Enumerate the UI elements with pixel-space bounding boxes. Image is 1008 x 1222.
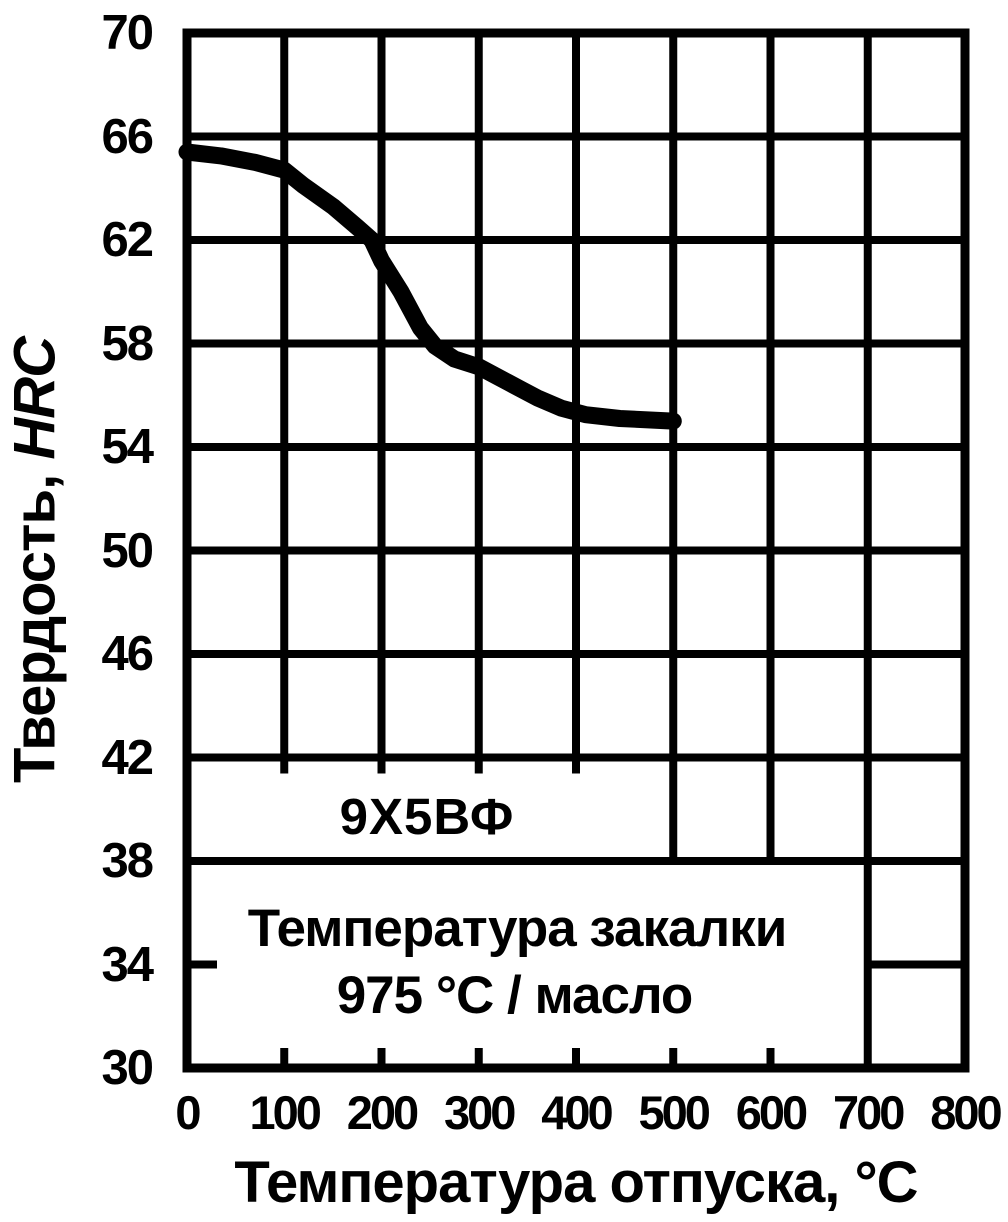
y-tick-label: 58 [101, 316, 154, 371]
y-tick-label: 42 [101, 730, 154, 785]
y-tick-label: 66 [101, 109, 154, 164]
x-tick-label: 0 [175, 1086, 201, 1139]
series-curves [178, 143, 682, 430]
x-tick-label: 400 [541, 1086, 613, 1139]
quench-note-line1: Температура закалки [247, 899, 788, 958]
y-tick-label: 34 [101, 937, 154, 992]
x-tick-label: 300 [444, 1086, 516, 1139]
plot-border [182, 28, 970, 1073]
y-tick-label: 46 [101, 627, 154, 681]
y-tick-label: 38 [101, 834, 154, 888]
x-tick-label: 100 [249, 1086, 322, 1139]
y-tick-label: 50 [101, 523, 154, 578]
x-axis-title: Температура отпуска, °C [234, 1150, 918, 1215]
y-tick-label: 70 [101, 6, 154, 60]
quench-note-line2: 975 °C / масло [336, 966, 694, 1025]
x-tick-label: 600 [735, 1086, 808, 1139]
x-tick-label: 800 [930, 1086, 1002, 1139]
y-tick-label: 62 [101, 213, 154, 267]
x-tick-label: 500 [638, 1086, 711, 1139]
x-tick-label: 700 [833, 1086, 905, 1139]
hardness-curve-9x5vf [178, 143, 682, 430]
y-tick-label: 30 [101, 1041, 154, 1095]
axes-frame [182, 28, 970, 1073]
x-tick-label: 200 [346, 1086, 419, 1139]
y-tick-label: 54 [101, 420, 154, 474]
series-label: 9Х5ВФ [339, 788, 515, 845]
grid-lines [187, 33, 965, 1068]
